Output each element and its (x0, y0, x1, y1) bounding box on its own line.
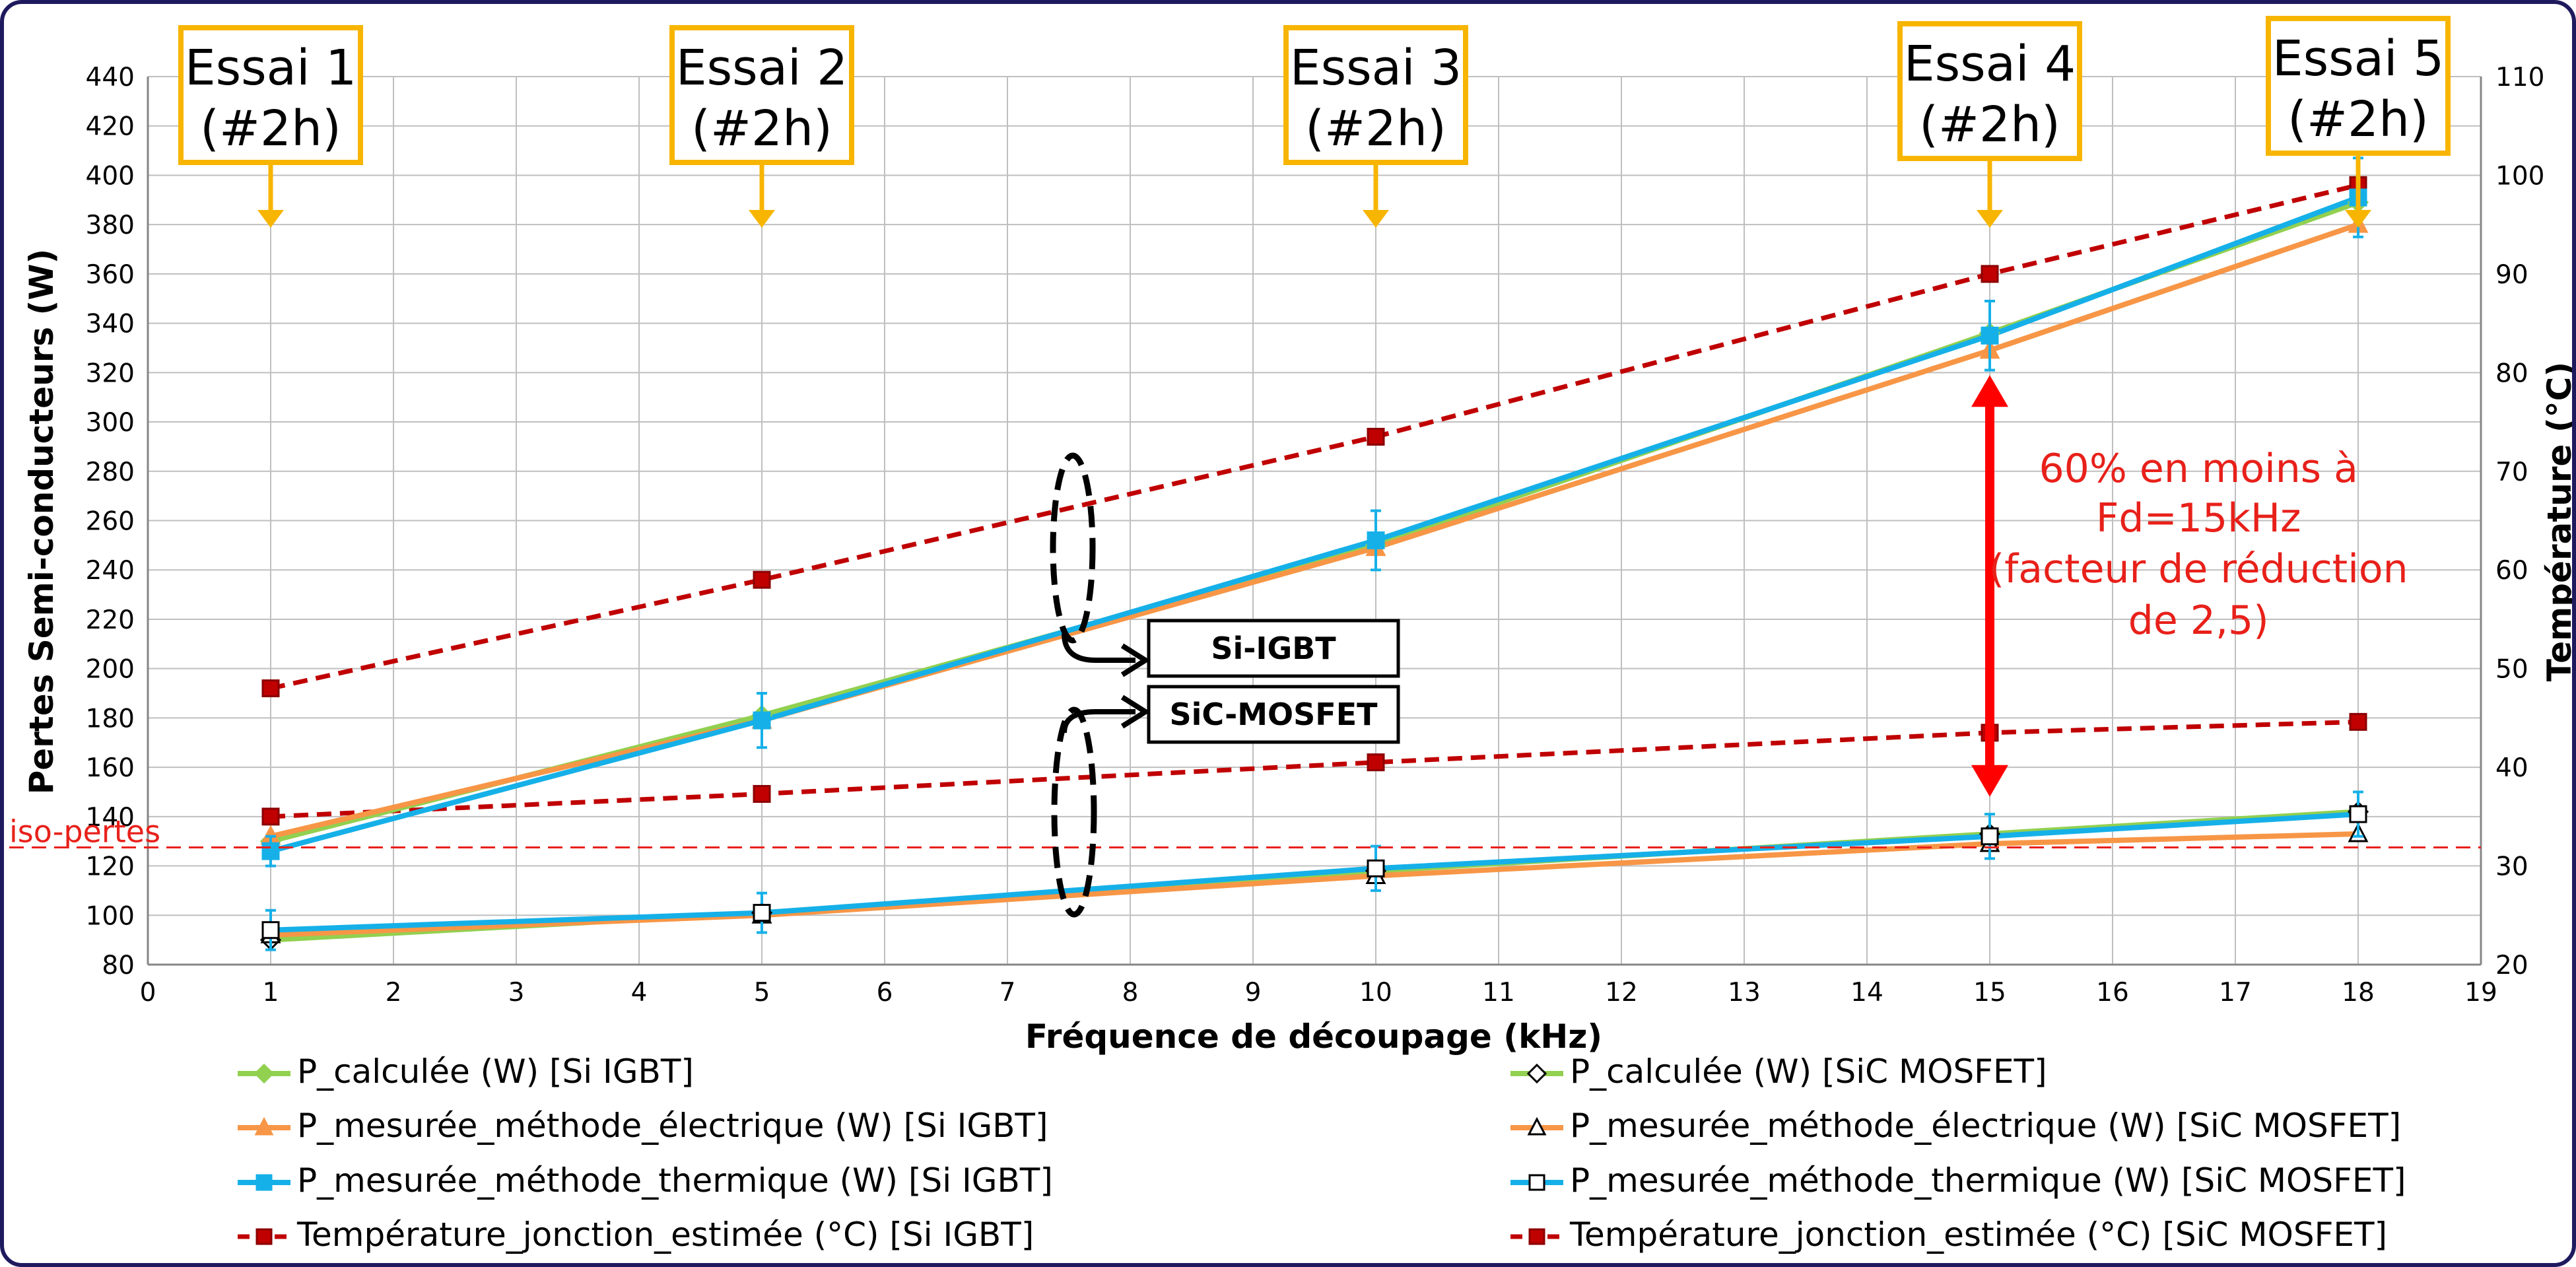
essai-duration: (#2h) (1919, 96, 2060, 153)
y-tick-label: 320 (86, 359, 135, 388)
y2-tick-label: 50 (2495, 655, 2528, 685)
reduction-note-line: Fd=15kHz (2096, 495, 2301, 541)
essai-duration: (#2h) (691, 100, 832, 157)
data-point (754, 712, 770, 728)
x-tick-label: 0 (140, 978, 156, 1008)
data-point (1368, 755, 1384, 770)
data-point (1982, 829, 1998, 844)
x-tick-label: 16 (2096, 978, 2129, 1008)
data-point (2350, 714, 2366, 730)
essai-label: Essai 4 (1904, 36, 2076, 92)
y-tick-label: 380 (86, 211, 135, 240)
data-point (754, 905, 770, 921)
legend-marker (1530, 1175, 1544, 1190)
data-point (754, 786, 770, 802)
x-tick-label: 6 (877, 978, 893, 1008)
y-tick-label: 100 (86, 901, 135, 931)
iso-pertes-label: iso-pertes (9, 814, 160, 850)
y2-tick-label: 30 (2495, 852, 2528, 882)
essai-duration: (#2h) (200, 100, 341, 157)
y2-tick-label: 70 (2495, 458, 2528, 487)
y-tick-label: 240 (86, 556, 135, 586)
y-tick-label: 440 (86, 63, 135, 92)
x-tick-label: 4 (631, 978, 648, 1008)
x-tick-label: 17 (2219, 978, 2252, 1008)
y-tick-label: 180 (86, 704, 135, 734)
y-tick-label: 340 (86, 310, 135, 339)
y2-tick-label: 110 (2495, 63, 2544, 92)
y-tick-label: 280 (86, 458, 135, 487)
data-point (1982, 266, 1998, 282)
x-tick-label: 18 (2342, 978, 2375, 1008)
legend-marker (257, 1229, 271, 1244)
data-point (1368, 428, 1384, 444)
x-tick-label: 3 (508, 978, 525, 1008)
reduction-note-line: de 2,5) (2128, 598, 2269, 644)
y2-tick-label: 100 (2495, 161, 2544, 191)
x-tick-label: 2 (386, 978, 402, 1008)
data-point (263, 809, 279, 825)
y2-tick-label: 80 (2495, 359, 2528, 388)
data-point (754, 572, 770, 588)
reduction-note-line: 60% en moins à (2039, 446, 2357, 492)
data-point (1982, 327, 1998, 343)
data-point (1368, 532, 1384, 548)
data-point (1368, 860, 1384, 876)
y-tick-label: 120 (86, 852, 135, 882)
legend-label: P_mesurée_méthode_électrique (W) [SiC MO… (1570, 1107, 2401, 1145)
essai-duration: (#2h) (2288, 91, 2429, 148)
y-tick-label: 260 (86, 507, 135, 537)
legend-label: P_mesurée_méthode_thermique (W) [SiC MOS… (1570, 1161, 2406, 1200)
data-point (263, 922, 279, 938)
y-tick-label: 400 (86, 161, 135, 191)
x-tick-label: 13 (1728, 978, 1761, 1008)
essai-label: Essai 3 (1290, 40, 1462, 96)
y2-axis-title: Température (°C) (2540, 362, 2576, 681)
y-tick-label: 360 (86, 260, 135, 290)
y2-tick-label: 60 (2495, 556, 2528, 586)
y2-tick-label: 20 (2495, 951, 2528, 980)
essai-duration: (#2h) (1305, 100, 1446, 157)
x-tick-label: 14 (1850, 978, 1883, 1008)
data-point (263, 681, 279, 697)
y-tick-label: 80 (102, 951, 135, 980)
essai-label: Essai 1 (185, 40, 356, 96)
legend-label: Température_jonction_estimée (°C) [Si IG… (296, 1216, 1034, 1254)
x-axis-title: Fréquence de découpage (kHz) (1025, 1017, 1602, 1056)
legend-marker (257, 1175, 271, 1190)
x-tick-label: 5 (754, 978, 770, 1008)
essai-label: Essai 2 (676, 40, 848, 96)
sic-label: SiC-MOSFET (1169, 697, 1378, 732)
y2-tick-label: 90 (2495, 260, 2528, 290)
x-tick-label: 12 (1605, 978, 1638, 1008)
data-point (263, 843, 279, 859)
y-tick-label: 220 (86, 605, 135, 635)
reduction-note-line: (facteur de réduction (1989, 546, 2408, 592)
legend-label: P_mesurée_méthode_électrique (W) [Si IGB… (297, 1107, 1048, 1145)
x-tick-label: 19 (2464, 978, 2497, 1008)
y-tick-label: 300 (86, 408, 135, 438)
legend-label: P_mesurée_méthode_thermique (W) [Si IGBT… (297, 1161, 1053, 1200)
y-tick-label: 160 (86, 753, 135, 783)
essai-label: Essai 5 (2272, 30, 2444, 87)
data-point (2350, 806, 2366, 822)
igbt-label: Si-IGBT (1211, 631, 1336, 666)
x-tick-label: 10 (1359, 978, 1392, 1008)
x-tick-label: 9 (1245, 978, 1262, 1008)
legend-marker (1530, 1229, 1544, 1244)
x-tick-label: 8 (1122, 978, 1139, 1008)
x-tick-label: 11 (1482, 978, 1515, 1008)
legend-label: Température_jonction_estimée (°C) [SiC M… (1569, 1216, 2387, 1254)
y-axis-title: Pertes Semi-conducteurs (W) (22, 249, 61, 795)
legend-label: P_calculée (W) [SiC MOSFET] (1570, 1052, 2047, 1091)
x-tick-label: 7 (1000, 978, 1016, 1008)
x-tick-label: 15 (1973, 978, 2006, 1008)
x-tick-label: 1 (263, 978, 279, 1008)
y-tick-label: 420 (86, 112, 135, 142)
y2-tick-label: 40 (2495, 753, 2528, 783)
legend-label: P_calculée (W) [Si IGBT] (297, 1052, 694, 1091)
y-tick-label: 200 (86, 655, 135, 685)
